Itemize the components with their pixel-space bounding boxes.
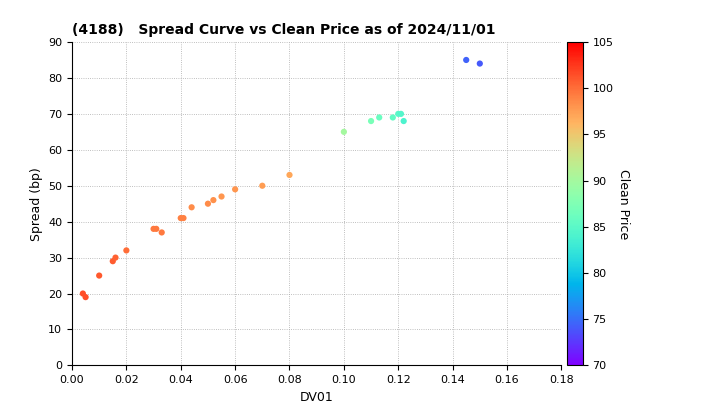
Point [94,272,105,279]
Point [374,114,385,121]
Y-axis label: Clean Price: Clean Price [617,168,630,239]
Point [338,129,350,135]
Point [150,226,162,232]
Point [216,193,228,200]
Point [186,204,197,211]
X-axis label: DV01: DV01 [300,391,333,404]
Text: (4188)   Spread Curve vs Clean Price as of 2024/11/01: (4188) Spread Curve vs Clean Price as of… [72,23,495,37]
Point [284,172,295,178]
Point [121,247,132,254]
Point [109,254,121,261]
Point [80,294,91,300]
Point [398,118,410,124]
Point [77,290,89,297]
Point [461,57,472,63]
Y-axis label: Spread (bp): Spread (bp) [30,167,42,241]
Point [387,114,399,121]
Point [392,110,404,117]
Point [175,215,186,221]
Point [148,226,159,232]
Point [230,186,241,193]
Point [156,229,168,236]
Point [365,118,377,124]
Point [474,60,485,67]
Point [395,110,407,117]
Point [256,182,268,189]
Point [207,197,219,203]
Point [178,215,189,221]
Point [107,258,119,265]
Point [202,200,214,207]
